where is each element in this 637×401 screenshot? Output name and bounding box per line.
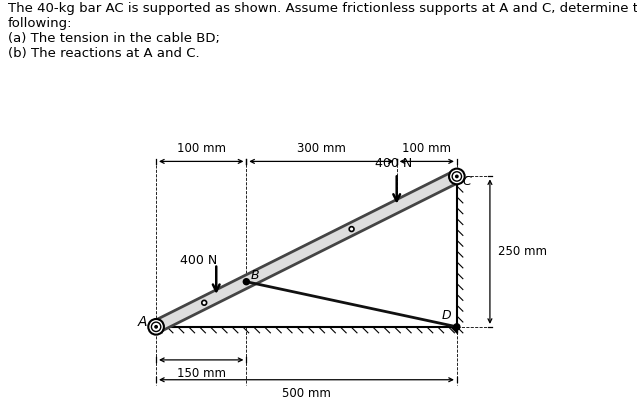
Circle shape — [449, 168, 464, 184]
Text: 100 mm: 100 mm — [403, 142, 451, 155]
Circle shape — [155, 326, 157, 328]
Text: D: D — [441, 310, 451, 322]
Text: C: C — [462, 175, 471, 188]
Circle shape — [148, 319, 164, 334]
Circle shape — [452, 172, 462, 181]
Polygon shape — [451, 327, 457, 333]
Circle shape — [202, 300, 206, 305]
Text: B: B — [250, 269, 259, 282]
Text: 400 N: 400 N — [375, 157, 412, 170]
Circle shape — [455, 175, 458, 178]
Text: 250 mm: 250 mm — [497, 245, 547, 258]
Text: 150 mm: 150 mm — [176, 367, 225, 380]
Text: 300 mm: 300 mm — [297, 142, 346, 155]
Text: 100 mm: 100 mm — [176, 142, 225, 155]
Circle shape — [243, 279, 249, 285]
Text: 400 N: 400 N — [180, 254, 217, 267]
Circle shape — [152, 322, 161, 332]
Circle shape — [454, 324, 460, 330]
Text: A: A — [138, 315, 148, 329]
Circle shape — [349, 227, 354, 231]
Text: 500 mm: 500 mm — [282, 387, 331, 400]
Text: The 40-kg bar AC is supported as shown. Assume frictionless supports at A and C,: The 40-kg bar AC is supported as shown. … — [8, 2, 637, 60]
